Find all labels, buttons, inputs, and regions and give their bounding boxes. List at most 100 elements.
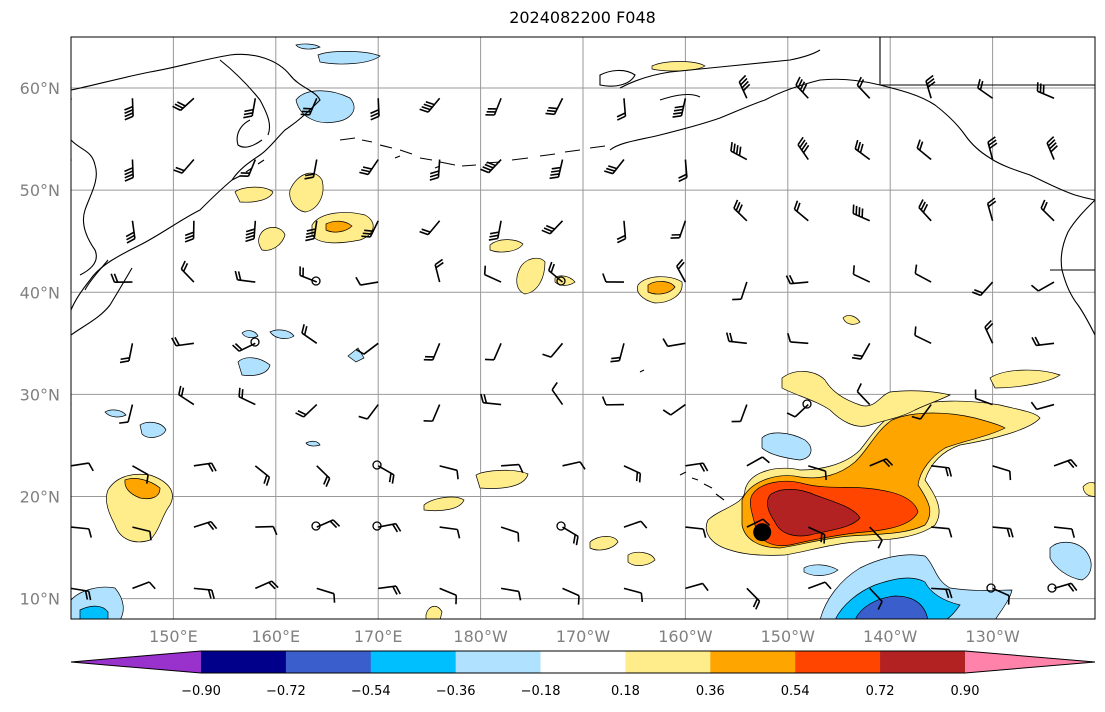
- wind-barb: [172, 97, 195, 112]
- wind-barb: [1036, 82, 1055, 99]
- negative-anomaly-area: [295, 43, 321, 50]
- wind-barb: [193, 587, 215, 599]
- colorbar-tick-label: −0.18: [521, 684, 561, 699]
- wind-barb: [184, 220, 195, 243]
- wind-barb: [124, 159, 134, 182]
- lon-tick-label: 130°W: [965, 627, 1020, 646]
- lon-tick-label: 150°E: [149, 627, 198, 646]
- lon-tick-label: 160°E: [251, 627, 300, 646]
- wind-barb: [1053, 526, 1075, 538]
- positive-anomaly-area: [124, 478, 161, 500]
- wind-barb: [856, 383, 871, 406]
- wind-barb: [255, 525, 278, 536]
- wind-barb: [610, 343, 625, 363]
- wind-barb: [1030, 401, 1055, 411]
- wind-barb: [925, 74, 936, 99]
- positive-anomaly-area: [627, 551, 656, 566]
- wind-barb: [355, 342, 379, 355]
- wind-barb: [1053, 582, 1078, 592]
- wind-barb: [685, 526, 707, 538]
- positive-anomaly-area: [475, 470, 529, 489]
- wind-barb: [785, 274, 809, 285]
- positive-anomaly-area: [289, 172, 324, 213]
- lon-tick-label: 170°W: [556, 627, 611, 646]
- wind-barb: [604, 159, 625, 175]
- wind-barb: [623, 587, 644, 603]
- wind-barb: [562, 461, 586, 470]
- wind-barb: [193, 520, 218, 531]
- wind-barb: [601, 396, 624, 406]
- wind-barb: [71, 343, 72, 345]
- colorbar-tick-label: 0.72: [866, 684, 895, 699]
- wind-barb: [971, 281, 994, 297]
- wind-barb: [662, 403, 686, 416]
- wind-barb: [856, 76, 871, 99]
- positive-anomaly-area: [423, 496, 465, 512]
- wind-barb: [542, 342, 564, 358]
- wind-barb: [71, 587, 92, 601]
- wind-barb: [439, 465, 459, 480]
- wind-barb: [541, 220, 564, 235]
- wind-barb: [1046, 136, 1058, 160]
- wind-barb: [662, 338, 686, 348]
- wind-barb: [125, 220, 136, 244]
- colorbar-swatch: [625, 651, 711, 673]
- wind-barb: [795, 76, 809, 99]
- wind-barb: [916, 139, 932, 161]
- wind-barb: [483, 265, 502, 283]
- wind-barb: [746, 456, 770, 467]
- wind-barb: [852, 265, 871, 283]
- wind-barb: [931, 465, 953, 477]
- wind-barb: [500, 587, 522, 601]
- wind-barb: [1031, 336, 1055, 347]
- wind-barb: [987, 136, 998, 160]
- wind-barb: [71, 526, 93, 538]
- wind-barb: [300, 97, 318, 116]
- wind-barb: [132, 526, 152, 541]
- negative-anomaly-area: [761, 432, 812, 461]
- lon-tick-label: 150°W: [761, 627, 816, 646]
- colorbar-swatch: [880, 651, 966, 673]
- wind-barb: [239, 159, 257, 177]
- wind-barb: [480, 393, 502, 406]
- wind-barb: [1030, 281, 1055, 292]
- wind-barb: [869, 587, 883, 610]
- negative-anomaly-area: [269, 329, 295, 339]
- wind-barb: [423, 404, 441, 422]
- wind-barb: [602, 273, 624, 283]
- wind-barb: [562, 587, 580, 605]
- latitude-labels: 10°N 20°N 30°N 40°N 50°N 60°N: [20, 79, 60, 609]
- wind-barb: [439, 587, 458, 605]
- wind-barb: [977, 79, 994, 99]
- colorbar: −0.90 −0.72 −0.54 −0.36 −0.18 0.18 0.36 0.54 0.7…: [70, 650, 1096, 699]
- wind-barb: [731, 404, 748, 423]
- map-frame: [70, 36, 1096, 620]
- wind-barb: [869, 458, 894, 468]
- coastlines: [71, 37, 1095, 501]
- wind-barb: [786, 403, 809, 418]
- wind-barb: [71, 462, 94, 472]
- wind-barb: [869, 526, 883, 549]
- wind-barb: [305, 220, 318, 242]
- colorbar-tick-label: −0.36: [436, 684, 476, 699]
- lon-tick-label: 160°W: [658, 627, 713, 646]
- positive-anomaly-area: [651, 61, 706, 72]
- wind-barb: [132, 581, 156, 590]
- wind-barb: [178, 385, 195, 406]
- wind-barb: [299, 266, 318, 283]
- wind-barb: [480, 158, 502, 174]
- positive-anomaly-area: [1082, 482, 1095, 497]
- wind-barb: [730, 142, 748, 161]
- storm-center-marker: [753, 523, 772, 542]
- wind-barb: [132, 465, 149, 484]
- wind-barb: [358, 404, 379, 420]
- wind-barb: [316, 465, 331, 487]
- wind-barb: [361, 220, 379, 238]
- wind-barb: [238, 387, 256, 406]
- colorbar-tick-label: −0.90: [181, 684, 221, 699]
- lon-tick-label: 180°W: [453, 627, 508, 646]
- wind-barb: [429, 159, 441, 181]
- lat-tick-label: 60°N: [20, 79, 60, 98]
- colorbar-extend-high: [965, 651, 1095, 673]
